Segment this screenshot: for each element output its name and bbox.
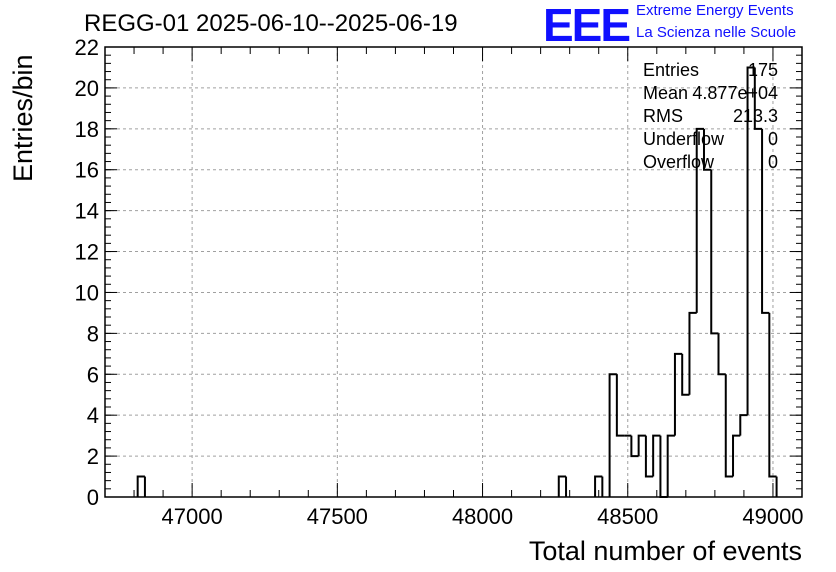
stat-overflow-value: 0 [767, 152, 778, 172]
stat-rms-label: RMS [643, 106, 683, 126]
histogram-bin [666, 434, 675, 497]
y-tick-label: 4 [87, 403, 99, 428]
eee-logo: EEE [543, 0, 631, 51]
histogram-bin [615, 374, 625, 437]
logo-line-2: La Scienza nelle Scuole [636, 24, 797, 41]
stat-underflow-value: 0 [767, 129, 778, 149]
histogram-bin [768, 312, 777, 478]
stat-overflow-label: Overflow [643, 152, 715, 172]
stat-mean-label: Mean [643, 83, 689, 103]
histogram-bin [659, 435, 668, 498]
x-tick-label: 47000 [162, 504, 223, 529]
y-tick-label: 0 [87, 485, 99, 510]
stat-mean-value: 4.877e+04 [692, 83, 778, 103]
histogram-bin [732, 434, 741, 477]
histogram-bin [739, 414, 748, 436]
x-axis-label: Total number of events [528, 536, 802, 566]
histogram-bin [761, 128, 770, 314]
y-tick-label: 10 [75, 280, 99, 305]
x-tick-label: 49000 [742, 504, 803, 529]
histogram-bin [724, 374, 734, 478]
histogram-bin [688, 311, 697, 395]
histogram-bin [652, 434, 661, 477]
y-tick-label: 14 [75, 199, 99, 224]
logo-line-1: Extreme Energy Events [636, 2, 794, 19]
y-tick-label: 20 [75, 76, 99, 101]
histogram-bin [673, 352, 683, 436]
stat-rms-value: 213.3 [732, 106, 778, 126]
histogram-bin [753, 67, 763, 130]
histogram-bin [637, 434, 646, 457]
y-tick-label: 2 [87, 444, 99, 469]
y-tick-label: 6 [87, 362, 99, 387]
histogram-bin [681, 353, 690, 396]
y-tick-label: 8 [87, 321, 99, 346]
histogram-bin [710, 169, 719, 335]
y-tick-label: 12 [75, 240, 99, 265]
y-tick-label: 16 [75, 158, 99, 183]
histogram-bin [630, 435, 639, 458]
stat-entries-label: Entries [643, 60, 700, 80]
y-tick-label: 18 [75, 117, 99, 142]
histogram-bin [608, 373, 617, 497]
histogram-bin [136, 475, 145, 497]
histogram-bin [717, 333, 726, 376]
stat-underflow-label: Underflow [643, 129, 725, 149]
histogram-bin [557, 475, 567, 497]
histogram-bin [746, 66, 755, 416]
chart-title: REGG-01 2025-06-10--2025-06-19 [84, 10, 458, 37]
x-tick-label: 47500 [307, 504, 368, 529]
y-axis-label: Entries/bin [8, 54, 38, 182]
stat-entries-value: 175 [747, 60, 778, 80]
histogram-bin [702, 128, 712, 171]
histogram-bin [695, 127, 704, 313]
histogram-bin [644, 435, 654, 478]
x-tick-label: 48500 [597, 504, 658, 529]
histogram-bin [594, 475, 603, 497]
y-tick-label: 22 [75, 35, 99, 60]
x-tick-label: 48000 [452, 504, 513, 529]
